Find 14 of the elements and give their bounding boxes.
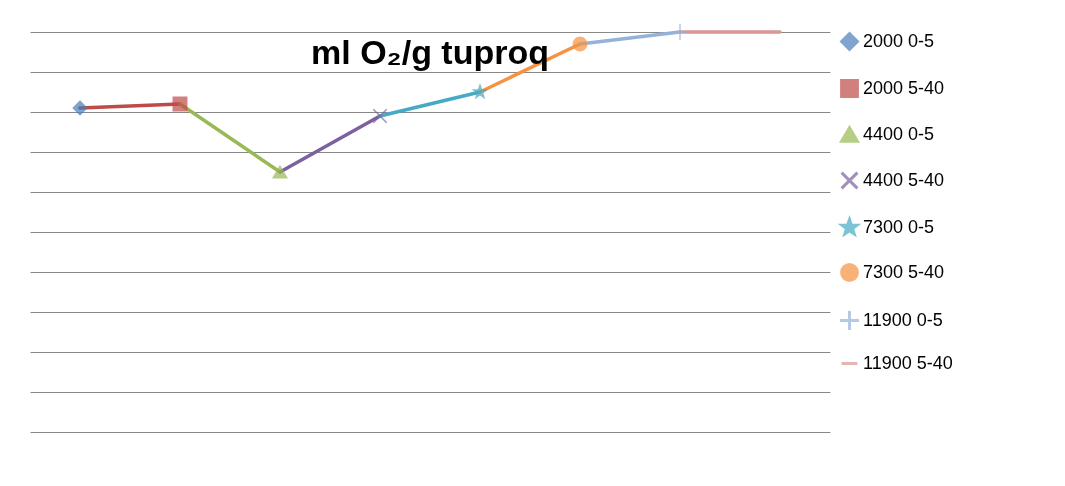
legend-label: 4400 5-40 (863, 169, 945, 190)
point (572, 36, 588, 52)
legend-label: 7300 5-40 (863, 261, 945, 282)
chart-title: ml O₂/g tuproq (311, 32, 549, 71)
legend-label: 7300 0-5 (863, 216, 935, 237)
point (72, 100, 88, 116)
legend-label: 2000 0-5 (863, 30, 935, 51)
legend-label: 2000 5-40 (863, 77, 945, 98)
point (671, 23, 689, 41)
point (472, 84, 488, 99)
legend-label: 11900 0-5 (863, 309, 943, 330)
legend-label: 4400 0-5 (863, 123, 935, 144)
legend-label: 11900 5-40 (863, 352, 953, 373)
point (372, 108, 388, 124)
